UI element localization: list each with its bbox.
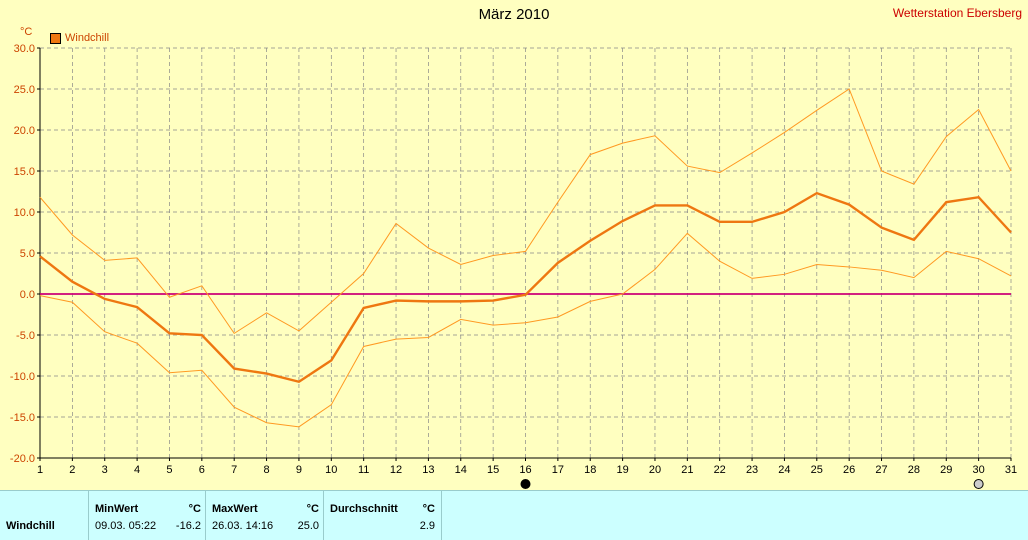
series-line-min <box>39 232 1012 428</box>
x-tick-label: 8 <box>264 464 270 476</box>
y-tick-label: 20.0 <box>14 125 35 137</box>
x-tick-label: 25 <box>811 464 823 476</box>
x-tick-label: 20 <box>649 464 661 476</box>
stats-min-datetime: 09.03. 05:22 <box>95 520 157 532</box>
x-tick-label: 3 <box>102 464 108 476</box>
chart-title: März 2010 <box>478 6 550 23</box>
y-tick-label: 15.0 <box>14 166 35 178</box>
full-moon-marker <box>973 479 984 489</box>
x-tick-label: 6 <box>199 464 205 476</box>
legend-label: Windchill <box>65 32 110 44</box>
series-line-max <box>39 88 1012 335</box>
stats-max-unit: °C <box>306 503 319 515</box>
station-name: Wetterstation Ebersberg <box>892 6 1022 20</box>
y-unit-label: °C <box>20 26 33 38</box>
x-tick-label: 9 <box>296 464 302 476</box>
x-tick-label: 10 <box>325 464 337 476</box>
x-tick-label: 16 <box>519 464 531 476</box>
y-tick-label: 25.0 <box>14 84 35 96</box>
stats-max-head: MaxWert <box>212 503 258 515</box>
chart-area: 30.0 25.0 20.0 15.0 10.0 5.0 0.0 -5.0 -10.0 -15.0… <box>10 6 1022 489</box>
stats-min-unit: °C <box>188 503 201 515</box>
x-tick-label: 11 <box>358 464 369 476</box>
stats-top-border <box>0 490 1028 491</box>
x-tick-label: 30 <box>973 464 985 476</box>
legend-swatch <box>50 32 61 44</box>
stats-max-value: 25.0 <box>297 520 319 532</box>
stats-avg-block: Durchschnitt °C 2.9 <box>323 490 442 540</box>
new-moon-marker <box>520 479 531 489</box>
x-tick-label: 26 <box>843 464 855 476</box>
stats-min-head: MinWert <box>95 503 139 515</box>
y-tick-label: 10.0 <box>14 207 35 219</box>
legend[interactable]: Windchill <box>50 32 109 44</box>
x-tick-label: 4 <box>134 464 140 476</box>
stats-avg-unit: °C <box>422 503 435 515</box>
x-tick-label: 19 <box>616 464 628 476</box>
y-tick-label: -20.0 <box>10 453 35 465</box>
y-tick-label: 30.0 <box>14 43 35 55</box>
x-tick-label: 14 <box>455 464 467 476</box>
x-tick-label: 5 <box>166 464 172 476</box>
stats-min-value: -16.2 <box>175 520 201 532</box>
x-tick-label: 27 <box>875 464 887 476</box>
stats-min-block: MinWert °C 09.03. 05:22 -16.2 <box>88 490 205 540</box>
stats-avg-value: 2.9 <box>419 520 435 532</box>
x-tick-label: 21 <box>681 464 693 476</box>
x-tick-label: 13 <box>422 464 434 476</box>
x-tick-label: 29 <box>940 464 952 476</box>
stats-row-label: Windchill <box>6 520 55 532</box>
x-tick-label: 22 <box>714 464 726 476</box>
x-tick-label: 2 <box>69 464 75 476</box>
y-tick-label: -10.0 <box>10 371 35 383</box>
stats-panel: Windchill MinWert °C 09.03. 05:22 -16.2 … <box>0 490 1028 540</box>
x-tick-label: 15 <box>487 464 499 476</box>
y-tick-label: -15.0 <box>10 412 35 424</box>
x-tick-label: 17 <box>552 464 564 476</box>
x-tick-label: 23 <box>746 464 758 476</box>
x-tick-label: 7 <box>231 464 237 476</box>
x-tick-label: 28 <box>908 464 920 476</box>
x-tick-label: 1 <box>37 464 43 476</box>
y-tick-label: 5.0 <box>20 248 35 260</box>
stats-avg-head: Durchschnitt <box>330 503 398 515</box>
stats-max-block: MaxWert °C 26.03. 14:16 25.0 <box>205 490 323 540</box>
x-tick-label: 24 <box>778 464 790 476</box>
series-line-mean <box>39 191 1012 384</box>
stats-max-datetime: 26.03. 14:16 <box>212 520 274 532</box>
x-tick-label: 31 <box>1005 464 1017 476</box>
chart-svg: 30.0 25.0 20.0 15.0 10.0 5.0 0.0 -5.0 -10.0 -15.0… <box>10 43 1017 489</box>
x-tick-label: 18 <box>584 464 596 476</box>
y-tick-label: 0.0 <box>20 289 35 301</box>
x-tick-label: 12 <box>390 464 402 476</box>
y-tick-label: -5.0 <box>16 330 35 342</box>
